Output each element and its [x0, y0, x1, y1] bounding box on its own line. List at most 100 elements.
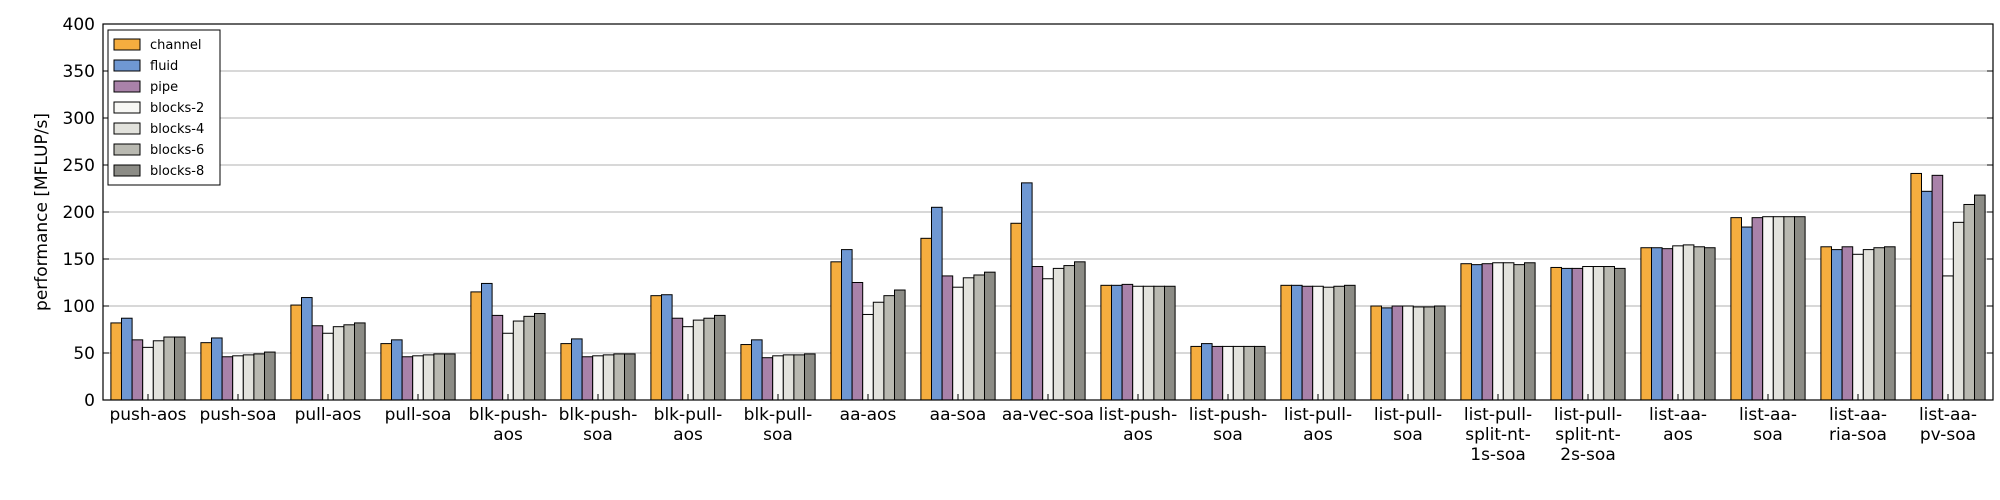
bar-blocks-2-blk-push-aos [502, 332, 514, 401]
bar-pipe-list-pull-soa [1391, 305, 1404, 401]
bar-blocks-2-pull-aos [322, 332, 334, 401]
bar-blocks-8-push-aos [174, 336, 186, 401]
bar-blocks-4-list-pull-split-nt-1s-soa [1502, 262, 1515, 401]
bar-blocks-8-aa-soa [984, 271, 996, 401]
x-tick-label-line: split-nt- [1465, 425, 1530, 445]
x-tick-label: list-pull-split-nt-2s-soa [1554, 405, 1622, 465]
bar-pipe-list-push-aos [1121, 283, 1134, 401]
bar-blocks-6-blk-pull-aos [703, 317, 716, 401]
bar-blocks-4-list-aa-aos [1682, 244, 1695, 401]
bar-blocks-4-list-aa-ria-soa [1862, 249, 1875, 401]
y-tick-label: 400 [63, 15, 95, 35]
bar-blocks-2-push-aos [142, 346, 154, 401]
bar-blocks-6-push-aos [163, 336, 175, 401]
bar-channel-blk-push-aos [470, 291, 482, 401]
x-tick-label-line: list-pull- [1374, 405, 1442, 425]
y-tick-label: 300 [63, 109, 95, 129]
x-tick-label: list-aa-pv-soa [1919, 405, 1977, 445]
bar-blocks-2-push-soa [232, 355, 244, 401]
x-tick-label: blk-pull-aos [654, 405, 723, 445]
x-tick-label-line: aos [1123, 425, 1153, 445]
bar-blocks-4-blk-pull-aos [692, 319, 705, 401]
bar-blocks-8-push-soa [264, 351, 276, 401]
bar-blocks-4-blk-push-soa [602, 354, 615, 401]
bar-blocks-4-push-soa [242, 354, 255, 401]
bar-fluid-blk-push-soa [571, 338, 583, 401]
x-tick-label: list-aa-aos [1649, 405, 1707, 445]
bar-fluid-list-aa-soa [1741, 226, 1753, 401]
bar-pipe-blk-push-soa [581, 356, 594, 401]
bar-fluid-aa-vec-soa [1021, 182, 1033, 401]
bar-fluid-pull-aos [301, 297, 313, 401]
bar-blocks-2-aa-vec-soa [1042, 278, 1054, 401]
y-tick-label: 250 [63, 156, 95, 176]
bar-pipe-aa-soa [941, 275, 954, 401]
bar-blocks-8-list-aa-ria-soa [1884, 246, 1896, 401]
bar-blocks-2-list-push-aos [1132, 285, 1144, 401]
bar-pipe-list-push-soa [1211, 345, 1224, 401]
x-tick-label-line: push-soa [199, 405, 276, 425]
bar-blocks-8-list-aa-pv-soa [1974, 194, 1986, 401]
bar-blocks-6-aa-vec-soa [1063, 265, 1076, 401]
bar-blocks-8-aa-vec-soa [1074, 261, 1086, 401]
x-tick-label-line: soa [1753, 425, 1783, 445]
bar-blocks-4-blk-push-aos [512, 320, 525, 401]
x-tick-label: blk-pull-soa [744, 405, 813, 445]
x-tick-label-line: aos [1663, 425, 1693, 445]
bar-blocks-8-blk-push-aos [534, 313, 546, 401]
x-tick-label: pull-soa [385, 405, 452, 425]
x-tick-label-line: list-aa- [1829, 405, 1887, 425]
bar-pipe-list-pull-aos [1301, 285, 1314, 401]
bar-fluid-list-push-aos [1111, 284, 1123, 401]
bar-blocks-6-list-pull-split-nt-2s-soa [1603, 266, 1616, 401]
x-tick-label: push-aos [109, 405, 186, 425]
legend-label-fluid: fluid [150, 59, 178, 74]
y-tick-label: 100 [63, 297, 95, 317]
bar-channel-list-aa-ria-soa [1820, 246, 1833, 401]
bar-blocks-4-pull-soa [422, 354, 435, 401]
bar-blocks-6-blk-push-aos [523, 315, 536, 401]
bar-blocks-2-list-aa-ria-soa [1852, 253, 1864, 401]
legend-swatch-pipe [113, 80, 141, 93]
bar-fluid-push-soa [211, 337, 223, 401]
x-tick-label: aa-vec-soa [1002, 405, 1094, 425]
x-tick-label-line: aos [673, 425, 703, 445]
y-axis-label: performance [MFLUP/s] [32, 113, 52, 311]
bar-blocks-6-list-aa-soa [1783, 216, 1796, 401]
bar-pipe-blk-push-aos [491, 314, 504, 401]
bar-blocks-2-blk-pull-soa [772, 355, 784, 401]
bar-pipe-push-soa [221, 356, 234, 401]
bar-pipe-list-pull-split-nt-2s-soa [1571, 267, 1584, 401]
bar-channel-blk-push-soa [560, 343, 573, 401]
legend-label-blocks-8: blocks-8 [150, 164, 204, 179]
bar-blocks-4-list-pull-aos [1322, 286, 1335, 401]
x-tick-label-line: aa-aos [840, 405, 897, 425]
y-tick-label: 0 [84, 391, 95, 411]
x-tick-label: push-soa [199, 405, 276, 425]
x-tick-label-line: blk-push- [559, 405, 638, 425]
bar-channel-list-aa-pv-soa [1910, 172, 1923, 401]
bar-blocks-6-list-aa-aos [1693, 246, 1706, 401]
x-tick-label-line: list-push- [1099, 405, 1177, 425]
bar-blocks-4-list-aa-pv-soa [1952, 221, 1965, 401]
bar-blocks-8-list-push-aos [1164, 285, 1176, 401]
bar-channel-list-push-aos [1100, 284, 1113, 401]
bar-blocks-6-list-push-soa [1243, 345, 1256, 401]
bar-blocks-2-list-push-soa [1222, 345, 1234, 401]
x-tick-label-line: list-aa- [1649, 405, 1707, 425]
bar-fluid-list-pull-split-nt-2s-soa [1561, 267, 1573, 401]
bar-blocks-6-blk-push-soa [613, 353, 626, 401]
bar-channel-list-pull-soa [1370, 305, 1383, 401]
x-axis: push-aos push-soa pull-aos pull-soa blk-push… [109, 394, 1977, 465]
bar-blocks-6-aa-soa [973, 274, 986, 401]
bar-fluid-pull-soa [391, 339, 403, 401]
bar-channel-list-push-soa [1190, 345, 1203, 401]
bar-channel-list-pull-split-nt-2s-soa [1550, 266, 1563, 401]
bar-channel-aa-soa [920, 237, 933, 401]
bar-blocks-8-list-aa-aos [1704, 247, 1716, 401]
legend-swatch-blocks-8 [113, 164, 141, 177]
legend: channel fluid pipe blocks-2 blocks-4 blocks-6… [107, 29, 221, 186]
bar-channel-push-soa [200, 342, 212, 401]
x-tick-label: list-pull-aos [1284, 405, 1352, 445]
bar-blocks-4-list-pull-soa [1412, 306, 1425, 401]
